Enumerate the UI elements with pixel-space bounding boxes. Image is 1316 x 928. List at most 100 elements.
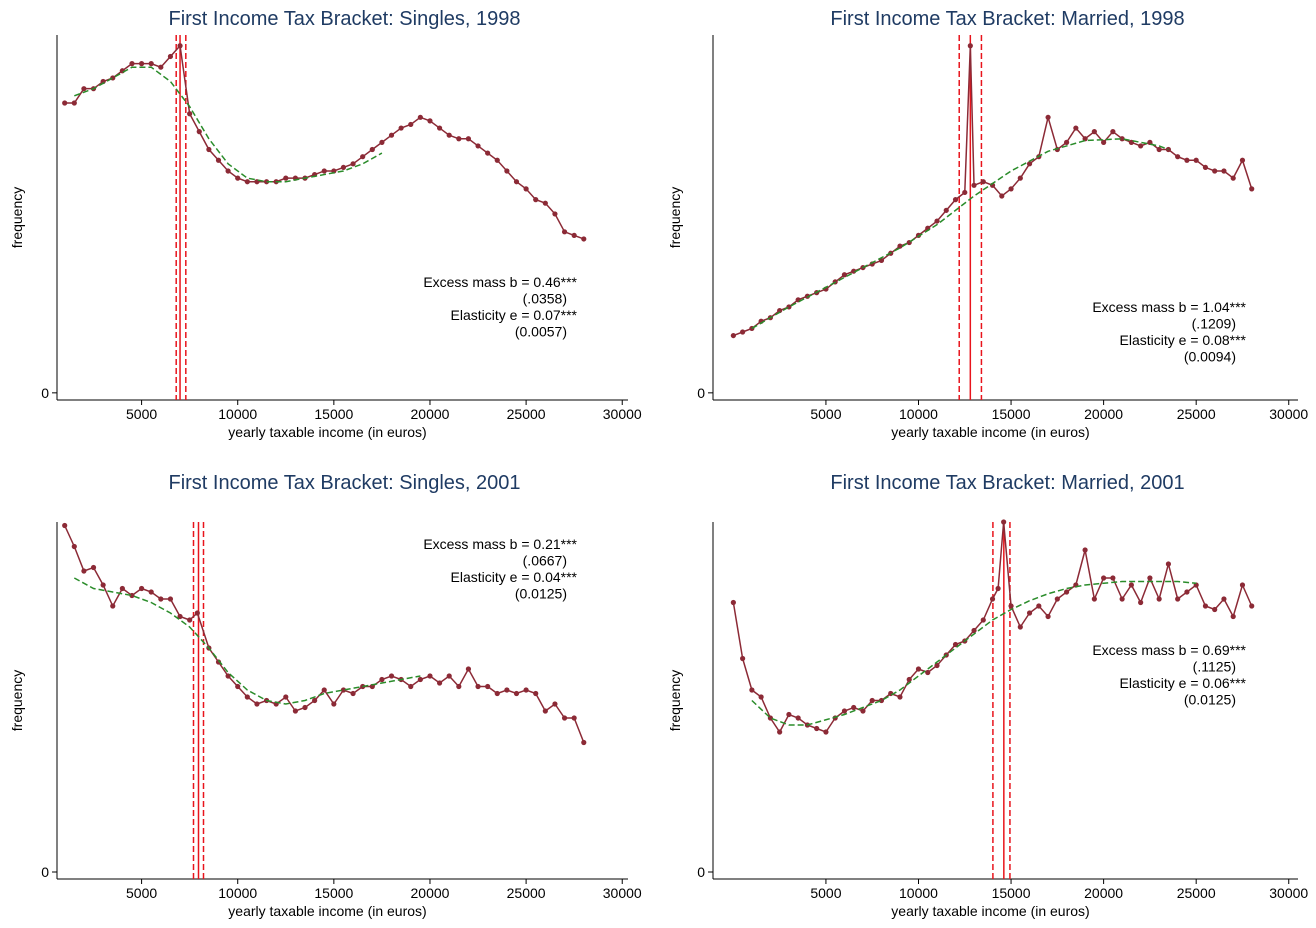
observed-point — [340, 687, 347, 693]
panel: First Income Tax Bracket: Singles, 2001 5… — [9, 472, 642, 919]
observed-point — [1082, 136, 1088, 142]
observed-point — [561, 715, 568, 721]
observed-line — [732, 521, 1253, 734]
observed-point — [379, 139, 385, 145]
observed-point — [1221, 596, 1227, 602]
observed-point — [962, 189, 968, 196]
x-tick-label: 25000 — [507, 406, 546, 422]
observed-point — [129, 592, 135, 599]
observed-point — [225, 673, 231, 679]
observed-point — [934, 218, 940, 224]
observed-point — [398, 125, 404, 131]
observed-point — [995, 585, 1001, 592]
observed-point — [485, 683, 491, 690]
annotation: (0.0057) — [515, 324, 567, 340]
observed-point — [1073, 125, 1079, 131]
observed-point — [1063, 589, 1070, 595]
observed-point — [263, 179, 270, 185]
annotation: Excess mass b = 1.04*** — [1092, 299, 1246, 315]
observed-point — [1128, 582, 1134, 588]
x-tick-label: 30000 — [603, 406, 642, 422]
annotation: Excess mass b = 0.21*** — [423, 536, 577, 552]
observed-point — [999, 193, 1005, 199]
y-axis-label: frequency — [667, 187, 683, 248]
observed-point — [934, 662, 940, 669]
panel: First Income Tax Bracket: Married, 1998 5… — [667, 8, 1308, 440]
observed-point — [571, 232, 577, 238]
observed-point — [740, 329, 746, 335]
observed-point — [148, 589, 154, 595]
observed-point — [427, 118, 433, 124]
observed-point — [860, 708, 866, 714]
observed-point — [417, 114, 423, 120]
x-axis-label: yearly taxable income (in euros) — [228, 903, 426, 919]
observed-point — [81, 568, 87, 574]
observed-point — [100, 582, 106, 588]
x-tick-label: 15000 — [314, 885, 353, 901]
chart-title: First Income Tax Bracket: Singles, 2001 — [168, 472, 520, 494]
x-tick-label: 10000 — [218, 406, 257, 422]
observed-point — [851, 704, 857, 711]
chart-title: First Income Tax Bracket: Married, 1998 — [830, 8, 1184, 30]
observed-point — [1202, 164, 1209, 171]
observed-point — [571, 715, 577, 721]
observed-point — [436, 680, 443, 686]
annotation: Elasticity e = 0.04*** — [451, 569, 578, 585]
observed-point — [1082, 547, 1088, 553]
annotation: (.1125) — [1193, 659, 1236, 675]
annotation: (.0358) — [523, 291, 567, 307]
observed-point — [1110, 575, 1116, 581]
observed-point — [331, 701, 337, 707]
observed-point — [1054, 596, 1060, 602]
observed-point — [446, 673, 452, 679]
observed-point — [465, 136, 472, 142]
observed-point — [1101, 575, 1107, 581]
observed-point — [542, 200, 548, 206]
observed-point — [62, 100, 68, 106]
observed-point — [158, 596, 164, 602]
observed-point — [533, 690, 539, 697]
observed-point — [841, 708, 848, 714]
y-axis-label: frequency — [9, 670, 25, 731]
observed-point — [312, 697, 318, 704]
observed-point — [1230, 175, 1236, 181]
observed-point — [786, 711, 792, 718]
annotation: (.0667) — [523, 553, 567, 569]
observed-point — [980, 179, 986, 185]
observed-point — [1045, 613, 1051, 620]
observed-point — [1221, 168, 1227, 174]
observed-line — [64, 44, 585, 240]
observed-point — [81, 86, 87, 92]
observed-point — [138, 61, 145, 67]
observed-point — [427, 673, 433, 679]
observed-point — [417, 676, 423, 683]
annotation: (0.0125) — [1184, 692, 1236, 708]
observed-point — [369, 146, 375, 153]
observed-point — [1175, 154, 1181, 160]
y-tick-label: 0 — [41, 385, 49, 401]
panel: First Income Tax Bracket: Married, 2001 5… — [667, 472, 1308, 919]
observed-point — [504, 168, 510, 174]
observed-point — [71, 100, 77, 106]
observed-point — [1249, 186, 1255, 192]
x-tick-label: 15000 — [992, 406, 1031, 422]
y-axis-label: frequency — [9, 187, 25, 248]
x-tick-label: 5000 — [126, 885, 157, 901]
observed-point — [225, 168, 231, 174]
observed-point — [1193, 157, 1199, 163]
observed-point — [71, 543, 77, 550]
observed-point — [475, 683, 481, 690]
observed-point — [379, 676, 385, 683]
annotation: Elasticity e = 0.06*** — [1120, 675, 1247, 691]
observed-point — [167, 596, 174, 602]
fitted-line — [73, 577, 421, 705]
observed-point — [1156, 596, 1162, 602]
y-axis-label: frequency — [667, 670, 683, 731]
observed-point — [1045, 114, 1051, 120]
observed-point — [1017, 175, 1023, 181]
observed-point — [465, 666, 472, 672]
x-tick-label: 30000 — [1269, 406, 1308, 422]
x-tick-label: 5000 — [810, 406, 841, 422]
observed-point — [138, 585, 145, 592]
